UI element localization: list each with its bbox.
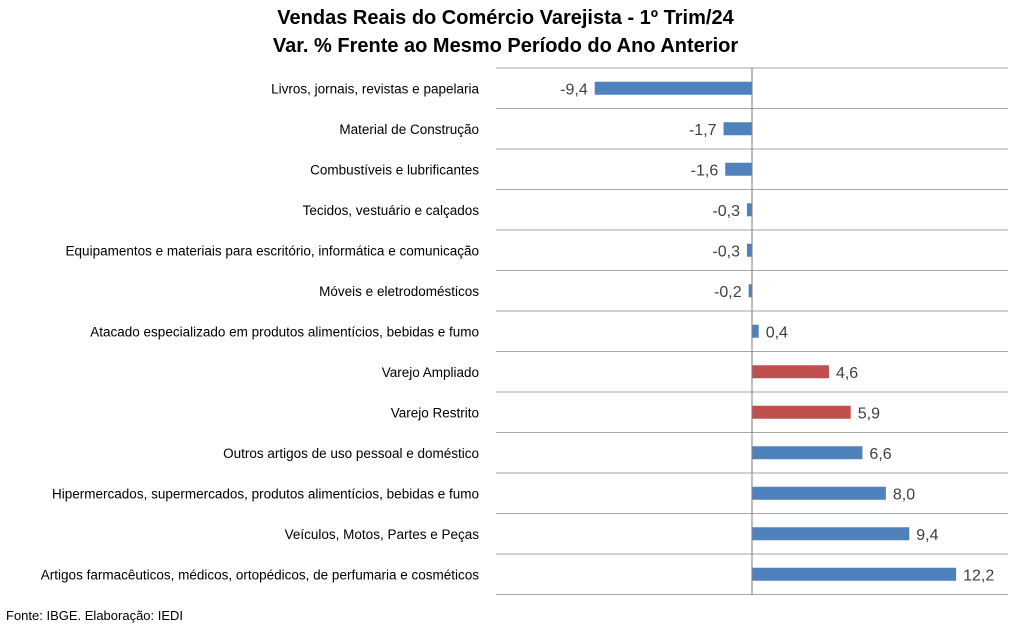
- bar: [752, 324, 759, 338]
- bar: [723, 122, 752, 136]
- bar: [746, 243, 752, 257]
- data-label: 9,4: [916, 527, 938, 544]
- data-label: 5,9: [858, 405, 880, 422]
- category-label: Atacado especializado em produtos alimen…: [90, 324, 479, 339]
- category-label: Móveis e eletrodomésticos: [319, 284, 479, 299]
- data-label: -1,7: [689, 122, 717, 139]
- data-label: -0,2: [714, 284, 742, 301]
- category-label: Varejo Restrito: [391, 405, 479, 420]
- data-label: 0,4: [766, 324, 788, 341]
- category-label: Outros artigos de uso pessoal e doméstic…: [223, 446, 479, 461]
- category-label: Tecidos, vestuário e calçados: [303, 203, 480, 218]
- bar: [725, 162, 752, 176]
- category-label: Combustíveis e lubrificantes: [310, 162, 479, 177]
- data-label: -0,3: [712, 203, 740, 220]
- category-label: Hipermercados, supermercados, produtos a…: [52, 486, 479, 501]
- chart-subtitle: Var. % Frente ao Mesmo Período do Ano An…: [272, 35, 739, 57]
- bar: [752, 527, 910, 541]
- bar: [752, 365, 829, 379]
- category-label: Veículos, Motos, Partes e Peças: [285, 527, 480, 542]
- category-label: Equipamentos e materiais para escritório…: [66, 243, 479, 258]
- bar: [752, 446, 863, 460]
- source-note: Fonte: IBGE. Elaboração: IEDI: [6, 608, 184, 623]
- bar: [748, 284, 752, 298]
- category-label: Material de Construção: [339, 122, 479, 137]
- data-label: -0,3: [712, 243, 740, 260]
- bar: [594, 81, 752, 95]
- category-label: Artigos farmacêuticos, médicos, ortopédi…: [41, 567, 479, 582]
- bar: [752, 405, 851, 419]
- bar: [752, 486, 886, 500]
- data-label: 6,6: [869, 446, 891, 463]
- chart-title: Vendas Reais do Comércio Varejista - 1º …: [277, 7, 734, 29]
- category-label: Livros, jornais, revistas e papelaria: [271, 81, 479, 96]
- bar: [746, 203, 752, 217]
- data-label: 8,0: [893, 486, 915, 503]
- bar: [752, 567, 957, 581]
- data-label: -1,6: [691, 162, 719, 179]
- data-label: -9,4: [560, 81, 588, 98]
- data-label: 12,2: [963, 567, 994, 584]
- category-label: Varejo Ampliado: [382, 365, 479, 380]
- data-label: 4,6: [836, 365, 858, 382]
